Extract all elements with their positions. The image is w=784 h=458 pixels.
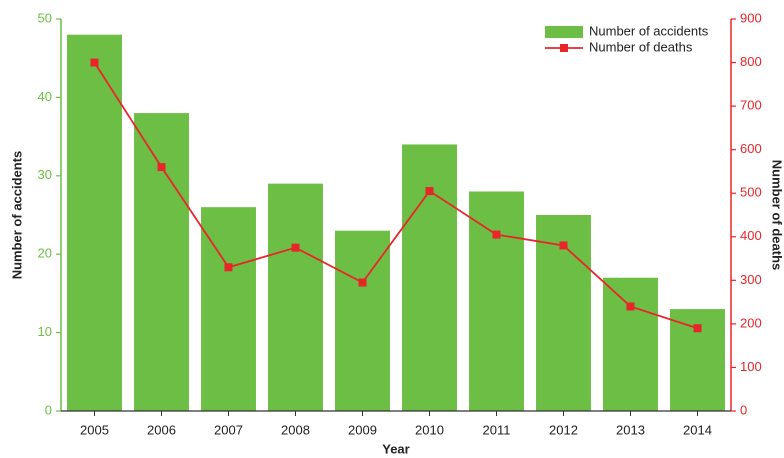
y2-tick-label: 500	[740, 185, 762, 200]
point	[291, 243, 300, 252]
x-tick-label: 2009	[348, 422, 377, 437]
bar	[603, 277, 658, 411]
y2-tick-label: 100	[740, 359, 762, 374]
y2-tick-label: 700	[740, 98, 762, 113]
point	[157, 163, 166, 172]
x-tick-label: 2014	[683, 422, 712, 437]
point	[626, 302, 635, 311]
bar	[402, 144, 457, 411]
y2-tick-label: 400	[740, 228, 762, 243]
y-axis-title: Number of accidents	[9, 151, 24, 280]
legend-label: Number of accidents	[589, 23, 709, 38]
point	[425, 187, 434, 196]
x-tick-label: 2005	[80, 422, 109, 437]
bar	[268, 183, 323, 411]
y2-tick-label: 900	[740, 10, 762, 25]
bar	[469, 191, 524, 411]
y2-tick-label: 200	[740, 315, 762, 330]
point	[224, 263, 233, 272]
y-tick-label: 0	[45, 402, 52, 417]
x-tick-label: 2011	[483, 422, 511, 437]
x-tick-label: 2006	[147, 422, 176, 437]
bar	[67, 34, 122, 412]
y2-axis-title: Number of deaths	[770, 160, 784, 271]
y-tick-label: 40	[38, 89, 52, 104]
bar	[134, 113, 189, 411]
y2-tick-label: 600	[740, 141, 762, 156]
y-tick-label: 10	[38, 324, 52, 339]
y-tick-label: 30	[38, 167, 52, 182]
x-tick-label: 2008	[281, 422, 310, 437]
legend-label: Number of deaths	[589, 39, 693, 54]
point	[693, 324, 702, 333]
point	[90, 58, 99, 67]
bar	[335, 230, 390, 411]
point	[492, 230, 501, 239]
y-tick-label: 50	[38, 10, 52, 25]
legend-swatch	[560, 44, 568, 52]
point	[559, 241, 568, 250]
point	[358, 278, 367, 287]
x-tick-label: 2010	[415, 422, 444, 437]
y2-tick-label: 300	[740, 272, 762, 287]
legend-swatch	[545, 26, 583, 38]
y-tick-label: 20	[38, 246, 52, 261]
x-axis-title: Year	[382, 441, 409, 456]
line	[93, 62, 698, 330]
x-tick-label: 2007	[214, 422, 243, 437]
x-tick-label: 2012	[549, 422, 578, 437]
y2-tick-label: 0	[740, 402, 747, 417]
y2-tick-label: 800	[740, 54, 762, 69]
x-tick-label: 2013	[616, 422, 645, 437]
